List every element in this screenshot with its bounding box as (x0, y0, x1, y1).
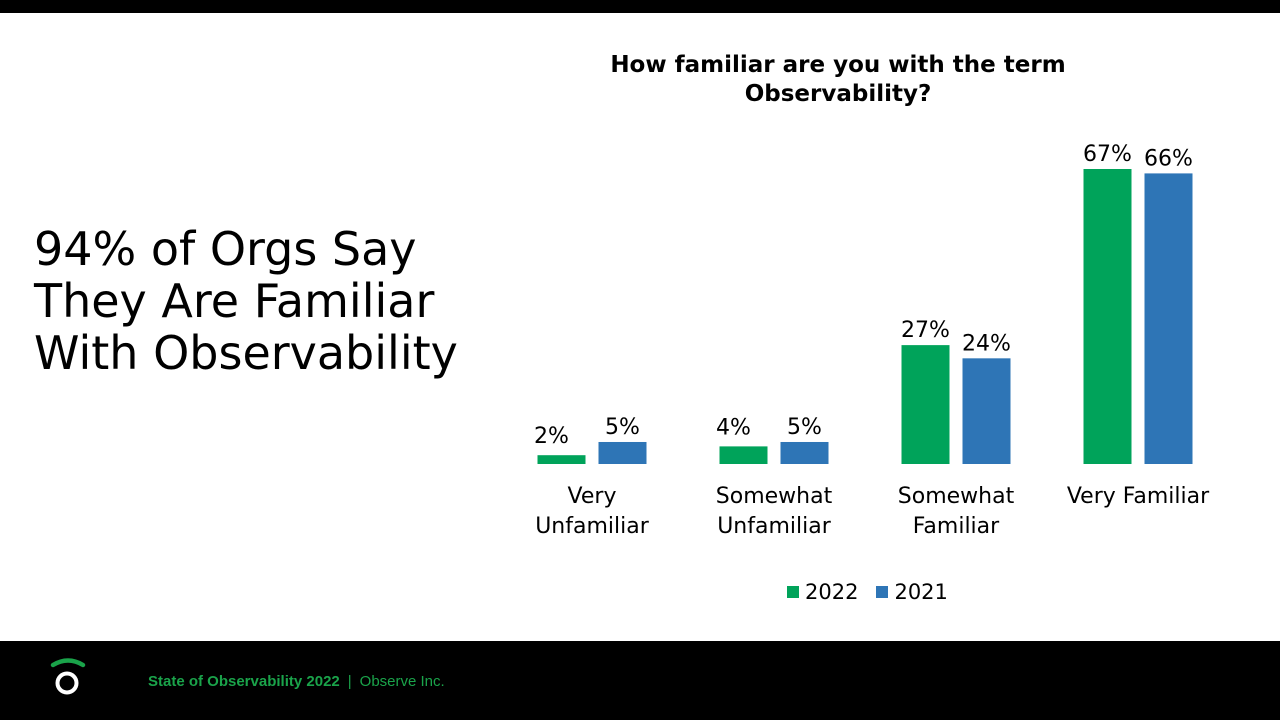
category-label-line: Somewhat (898, 484, 1015, 509)
footer-company: Observe Inc. (359, 673, 445, 690)
data-label-2021-somewhat-familiar: 24% (962, 331, 1011, 356)
bar-chart: 2% 5% Very Unfamiliar 4% 5% Somewhat Unfamiliar… (534, 142, 1210, 539)
headline: 94% of Orgs Say They Are Familiar With O… (34, 223, 514, 379)
bar-2022-very-familiar (1083, 169, 1132, 464)
category-label-line: Unfamiliar (717, 514, 832, 539)
bar-2022-somewhat-familiar (901, 345, 950, 464)
data-label-2021-somewhat-unfamiliar: 5% (787, 415, 822, 440)
bar-2021-very-familiar (1144, 173, 1193, 464)
category-label-very-familiar: Very Familiar (1067, 484, 1210, 509)
data-label-2021-very-unfamiliar: 5% (605, 415, 640, 440)
chart-title-line-2: Observability? (744, 81, 932, 107)
data-label-2021-very-familiar: 66% (1144, 146, 1193, 171)
category-label-somewhat-unfamiliar: Somewhat Unfamiliar (716, 484, 833, 539)
legend-swatch-2022 (787, 586, 799, 598)
bar-2021-somewhat-familiar (962, 358, 1011, 464)
bar-2022-somewhat-unfamiliar (719, 446, 768, 464)
bar-2022-very-unfamiliar (537, 455, 586, 464)
category-label-line: Somewhat (716, 484, 833, 509)
footer-text: State of Observability 2022 | Observe Inc. (148, 672, 445, 692)
bar-2021-somewhat-unfamiliar (780, 441, 829, 464)
chart-legend: 2022 2021 (787, 578, 966, 606)
category-label-line: Very (568, 484, 617, 509)
legend-swatch-2021 (876, 586, 889, 598)
category-label-very-unfamiliar: Very Unfamiliar (535, 484, 650, 539)
bar-2021-very-unfamiliar (598, 441, 647, 464)
category-label-somewhat-familiar: Somewhat Familiar (898, 484, 1015, 539)
category-label-line: Unfamiliar (535, 514, 650, 539)
category-label-line: Familiar (913, 514, 1000, 539)
data-label-2022-very-unfamiliar: 2% (534, 424, 569, 449)
legend-label-2021: 2021 (894, 580, 948, 604)
data-label-2022-somewhat-unfamiliar: 4% (716, 415, 751, 440)
data-label-2022-somewhat-familiar: 27% (901, 318, 950, 343)
data-label-2022-very-familiar: 67% (1083, 142, 1132, 167)
legend-item-2021: 2021 (876, 580, 948, 604)
footer-separator: | (347, 673, 352, 690)
headline-line-1: 94% of Orgs Say (34, 222, 417, 276)
legend-label-2022: 2022 (805, 580, 859, 604)
observe-logo-icon (50, 658, 86, 695)
top-bar (0, 0, 1280, 13)
headline-line-3: With Observability (34, 326, 458, 380)
footer: State of Observability 2022 | Observe Inc. (0, 641, 1280, 720)
chart-title: How familiar are you with the term Obser… (538, 51, 1138, 109)
headline-line-2: They Are Familiar (34, 274, 435, 328)
category-label-line: Very Familiar (1067, 484, 1210, 509)
legend-item-2022: 2022 (787, 580, 858, 604)
chart-title-line-1: How familiar are you with the term (610, 52, 1066, 78)
footer-title: State of Observability 2022 (148, 673, 340, 690)
